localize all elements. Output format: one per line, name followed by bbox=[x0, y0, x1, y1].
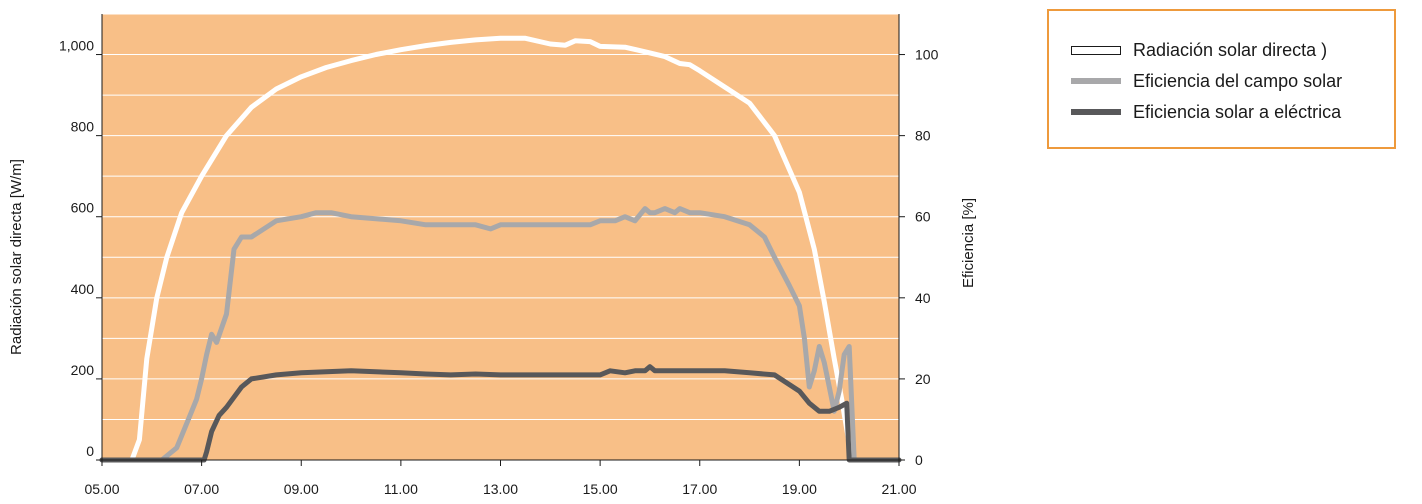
legend-item-eficiencia-campo: Eficiencia del campo solar bbox=[1071, 69, 1342, 93]
plot-area bbox=[99, 13, 902, 463]
legend-swatch-eficiencia-campo bbox=[1071, 78, 1121, 84]
left-axis-title: Radiación solar directa [W/m] bbox=[8, 159, 25, 355]
y-right-tick-label: 60 bbox=[915, 209, 931, 225]
gridlines bbox=[102, 13, 899, 420]
y-left-tick-label: 800 bbox=[71, 119, 95, 135]
x-tick-label: 07.00 bbox=[184, 481, 219, 497]
axis-ticks: 05.00 07.00 09.00 11.00 13.00 15.00 17.00 19.00… bbox=[59, 38, 939, 497]
legend-label-eficiencia-campo: Eficiencia del campo solar bbox=[1133, 70, 1343, 91]
x-tick-label: 15.00 bbox=[583, 481, 618, 497]
legend: Radiación solar directa ) Eficiencia del… bbox=[1047, 9, 1396, 149]
y-right-tick-label: 20 bbox=[915, 371, 931, 387]
right-axis-title: Eficiencia [%] bbox=[960, 198, 977, 288]
series-layer bbox=[99, 35, 902, 463]
y-right-tick-label: 40 bbox=[915, 290, 931, 306]
x-tick-label: 13.00 bbox=[483, 481, 518, 497]
x-tick-label: 19.00 bbox=[782, 481, 817, 497]
x-tick-label: 05.00 bbox=[84, 481, 119, 497]
y-left-tick-label: 200 bbox=[71, 362, 95, 378]
y-left-tick-label: 600 bbox=[71, 200, 95, 216]
y-left-tick-label: 0 bbox=[86, 443, 94, 459]
plot-background bbox=[102, 14, 899, 460]
legend-swatch-radiacion bbox=[1071, 45, 1121, 55]
x-tick-label: 17.00 bbox=[682, 481, 717, 497]
x-tick-label: 21.00 bbox=[881, 481, 916, 497]
axes: 05.00 07.00 09.00 11.00 13.00 15.00 17.00 19.00… bbox=[59, 14, 939, 497]
legend-item-radiacion: Radiación solar directa ) bbox=[1071, 38, 1327, 62]
series-line-radiacion bbox=[99, 35, 902, 463]
y-right-tick-label: 0 bbox=[915, 452, 923, 468]
x-tick-label: 09.00 bbox=[284, 481, 319, 497]
legend-swatch-eficiencia-electrica bbox=[1071, 109, 1121, 115]
legend-label-radiacion: Radiación solar directa ) bbox=[1133, 39, 1328, 60]
series-line-eficiencia-electrica bbox=[99, 364, 902, 463]
y-left-tick-label: 1,000 bbox=[59, 38, 94, 54]
legend-item-eficiencia-electrica: Eficiencia solar a eléctrica bbox=[1071, 100, 1341, 124]
x-tick-label: 11.00 bbox=[384, 481, 418, 497]
series-line-eficiencia-campo bbox=[99, 206, 902, 463]
legend-label-eficiencia-electrica: Eficiencia solar a eléctrica bbox=[1133, 101, 1342, 122]
y-right-tick-label: 80 bbox=[915, 128, 931, 144]
y-left-tick-label: 400 bbox=[71, 281, 95, 297]
y-right-tick-label: 100 bbox=[915, 47, 939, 63]
